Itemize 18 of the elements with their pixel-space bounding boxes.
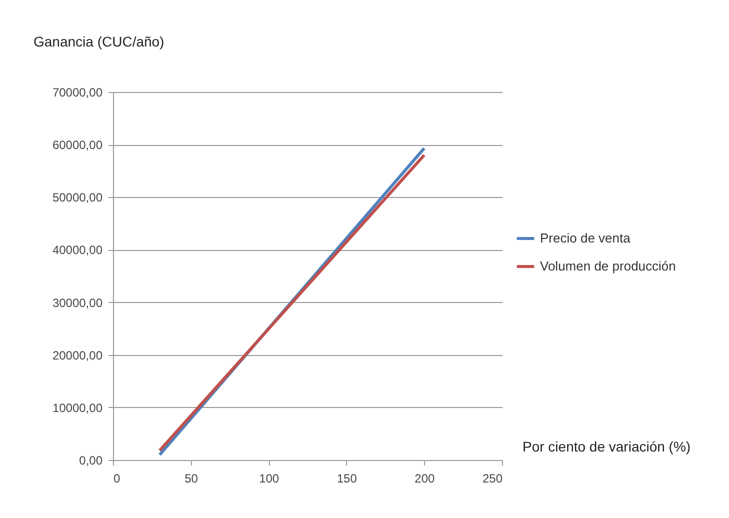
- legend-label: Volumen de producción: [540, 258, 676, 274]
- legend-label: Precio de venta: [540, 230, 632, 246]
- y-tick-label: 40000,00: [52, 243, 103, 258]
- x-tick-label: 0: [114, 472, 120, 486]
- y-tick-label: 30000,00: [52, 296, 103, 310]
- y-tick-label: 70000,00: [52, 86, 103, 100]
- x-axis-title: Por ciento de variación (%): [522, 438, 691, 454]
- y-tick-label: 50000,00: [52, 190, 103, 205]
- x-tick-label: 200: [414, 472, 436, 486]
- y-tick-label: 0,00: [79, 454, 103, 468]
- y-axis-title: Ganancia (CUC/año): [34, 34, 164, 50]
- x-tick-label: 50: [184, 472, 198, 486]
- y-tick-label: 10000,00: [52, 400, 103, 415]
- x-tick-label: 150: [336, 472, 358, 486]
- x-tick-label: 250: [482, 472, 503, 486]
- x-tick-label: 100: [259, 472, 280, 486]
- y-tick-label: 60000,00: [52, 138, 103, 152]
- y-tick-label: 20000,00: [52, 348, 103, 362]
